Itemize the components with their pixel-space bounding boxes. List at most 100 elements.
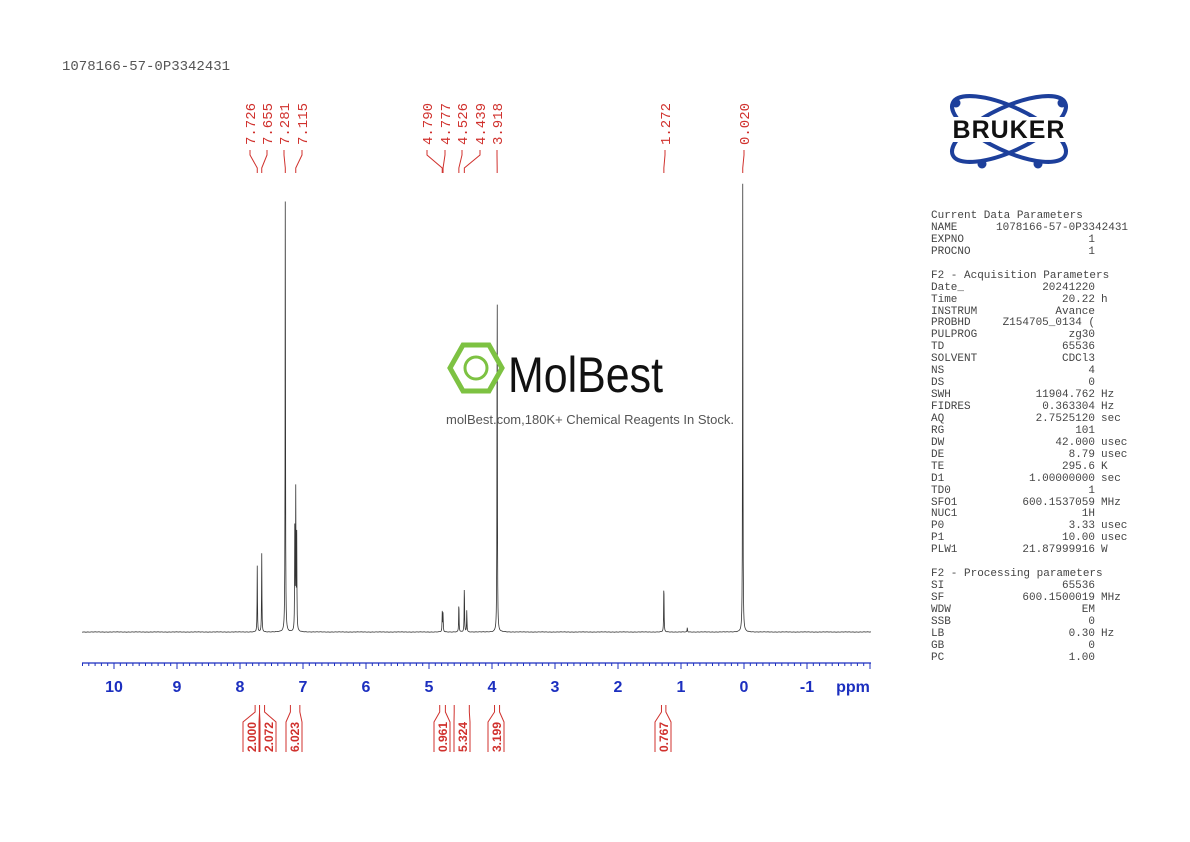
param-label: PULPROG [931, 329, 978, 342]
param-row: SFO1 600.1537059 MHz [931, 497, 1134, 510]
param-section-processing: F2 - Processing parameters SI 65536 SF 600.1… [931, 568, 1134, 665]
param-row: NUC1 1H [931, 508, 1134, 521]
param-value: 1.00000000 [1028, 472, 1095, 485]
param-label: PLW1 [931, 544, 958, 557]
param-unit [1095, 653, 1101, 665]
param-label: SI [931, 580, 945, 593]
param-label: TD [931, 341, 945, 354]
param-value: 2.7525120 [1035, 412, 1095, 425]
param-label: PC [931, 651, 945, 664]
param-value: 3.33 [1068, 520, 1095, 533]
param-row: AQ 2.7525120 sec [931, 412, 1134, 426]
bruker-logo-text: BRUKER [953, 116, 1066, 144]
param-row: SSB 0 [931, 615, 1134, 629]
param-section-heading: F2 - Processing parameters [931, 568, 1103, 581]
param-label: D1 [931, 472, 945, 485]
param-label: AQ [931, 412, 945, 425]
param-row: SOLVENT CDCl3 [931, 353, 1134, 366]
param-label: RG [931, 424, 945, 437]
param-value: EM [1081, 603, 1095, 616]
param-label: PROBHD [931, 317, 971, 330]
peak-label-leader [426, 150, 443, 173]
param-unit [1095, 641, 1101, 653]
param-row: DS 0 [931, 377, 1134, 390]
watermark-brand: MolBest [508, 347, 663, 400]
param-unit [1095, 318, 1101, 330]
x-tick-label: 5 [425, 679, 434, 696]
param-label: NAME [931, 221, 958, 234]
param-value: 4 [1088, 365, 1095, 378]
param-value: 0 [1088, 639, 1095, 652]
x-axis-label: ppm [836, 679, 870, 696]
param-unit: h [1101, 293, 1108, 306]
benzene-icon [447, 342, 505, 394]
peak-label-leader [458, 150, 463, 173]
peak-label-leader [742, 150, 745, 173]
param-label: SOLVENT [931, 353, 978, 366]
param-unit: Hz [1101, 627, 1115, 640]
x-tick-label: 6 [362, 679, 371, 696]
param-value: Avance [1055, 305, 1095, 318]
integral-value: 3.199 [490, 722, 504, 752]
param-value: 1H [1081, 508, 1095, 521]
param-label: TD0 [931, 484, 951, 497]
integral-value: 0.961 [436, 722, 450, 752]
param-unit: MHz [1101, 592, 1121, 604]
param-row: FIDRES 0.363304 Hz [931, 401, 1134, 414]
param-value: 600.1500019 [1022, 592, 1095, 604]
param-value: 0 [1088, 615, 1095, 628]
peak-label-leader [295, 150, 303, 173]
param-label: WDW [931, 603, 951, 616]
param-label: NS [931, 365, 945, 378]
param-unit [1128, 223, 1134, 235]
nmr-spectrum-chart: 10 9 8 7 6 5 4 3 2 1 0 -1 ppm 7.726 7.655 7.281 7.115 4.… [81, 103, 872, 752]
param-label: Date_ [931, 281, 965, 294]
integral-value: 2.000 [245, 722, 259, 752]
param-unit: Hz [1101, 389, 1115, 402]
param-label: P0 [931, 520, 945, 533]
x-tick-label: 8 [236, 679, 245, 696]
param-label: DE [931, 448, 945, 461]
spectrum-title: 1078166-57-0P3342431 [62, 59, 231, 75]
param-row: GB 0 [931, 639, 1134, 653]
peak-label-leader [463, 150, 481, 173]
x-tick-label: 10 [105, 679, 123, 696]
param-value: 1 [1088, 233, 1095, 246]
param-value: 21.87999916 [1022, 544, 1095, 557]
integral-value: 0.767 [657, 722, 671, 752]
peak-label-leader [249, 150, 258, 173]
param-unit: usec [1101, 436, 1128, 449]
peak-label: 7.726 [244, 103, 260, 145]
param-row: TD 65536 [931, 341, 1134, 354]
x-tick-label: 7 [299, 679, 308, 696]
param-value: 42.000 [1055, 436, 1095, 449]
param-value: 20241220 [1042, 281, 1095, 294]
param-unit: K [1101, 460, 1108, 473]
param-value: 11904.762 [1035, 389, 1095, 402]
param-row: SI 65536 [931, 580, 1134, 593]
param-row: PC 1.00 [931, 651, 1134, 665]
peak-label: 3.918 [491, 103, 507, 145]
x-tick-label: 9 [173, 679, 182, 696]
param-unit [1095, 354, 1101, 366]
param-row: PROBHD Z154705_0134 ( [931, 317, 1134, 330]
integral-value: 2.072 [262, 722, 276, 752]
param-row: WDW EM [931, 603, 1134, 617]
param-value: 8.79 [1068, 448, 1095, 461]
param-label: SSB [931, 615, 951, 628]
integral-bracket [259, 705, 277, 752]
param-value: 0.363304 [1042, 401, 1095, 413]
peak-label-leader [261, 150, 268, 173]
param-row: SF 600.1500019 MHz [931, 592, 1134, 605]
param-unit: sec [1101, 412, 1121, 425]
integral-value: 5.324 [456, 722, 470, 752]
x-tick-label: 2 [614, 679, 623, 696]
integral-bracket [453, 705, 471, 752]
param-row: RG 101 [931, 424, 1134, 438]
param-unit [1095, 235, 1101, 247]
param-unit: sec [1101, 472, 1121, 485]
param-row: PULPROG zg30 [931, 329, 1134, 342]
integral-bracket [487, 705, 505, 752]
x-tick-label: 3 [551, 679, 560, 696]
param-unit: usec [1101, 532, 1128, 545]
